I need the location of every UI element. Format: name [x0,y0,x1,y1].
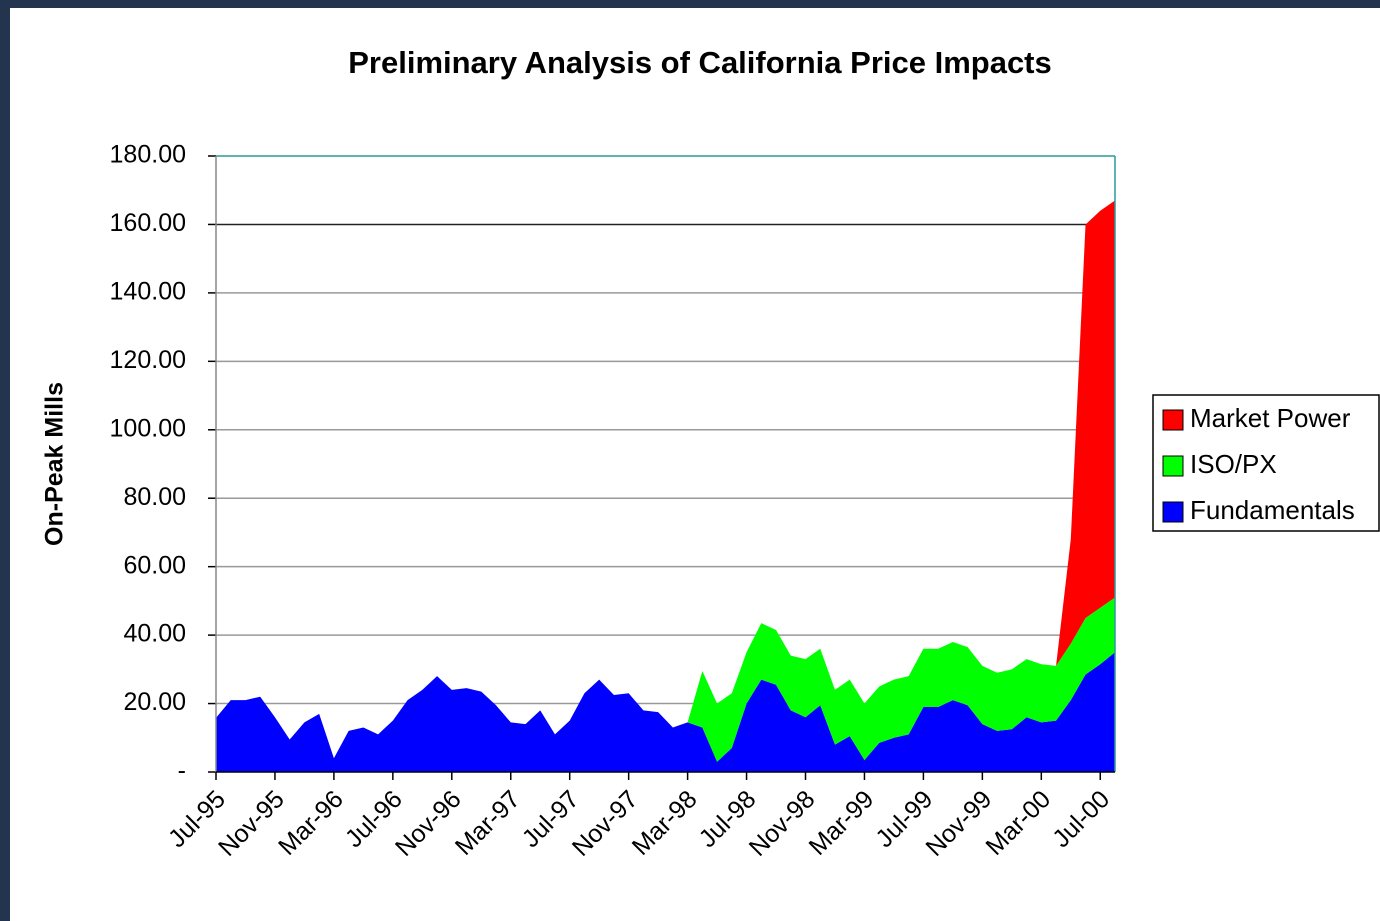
y-tick-label: 120.00 [110,346,186,374]
y-tick-label: 60.00 [123,551,186,579]
area [216,597,1115,762]
area [216,652,1115,772]
legend-label: Market Power [1190,403,1351,433]
y-tick-label: 40.00 [123,620,186,648]
y-tick-label: 80.00 [123,483,186,511]
legend-label: Fundamentals [1190,495,1355,525]
y-tick-label: 180.00 [110,141,186,169]
y-tick-label: 100.00 [110,414,186,442]
y-tick-label: 160.00 [110,209,186,237]
chart-title: Preliminary Analysis of California Price… [348,45,1052,80]
legend-label: ISO/PX [1190,449,1277,479]
legend-box [1152,394,1380,532]
y-tick-label: 20.00 [123,688,186,716]
y-tick-label: - [178,757,186,785]
y-tick-label: 140.00 [110,277,186,305]
legend-swatch [1162,409,1184,431]
legend-swatch [1162,455,1184,477]
legend-swatch [1162,501,1184,523]
y-axis-label: On-Peak Mills [41,382,69,546]
